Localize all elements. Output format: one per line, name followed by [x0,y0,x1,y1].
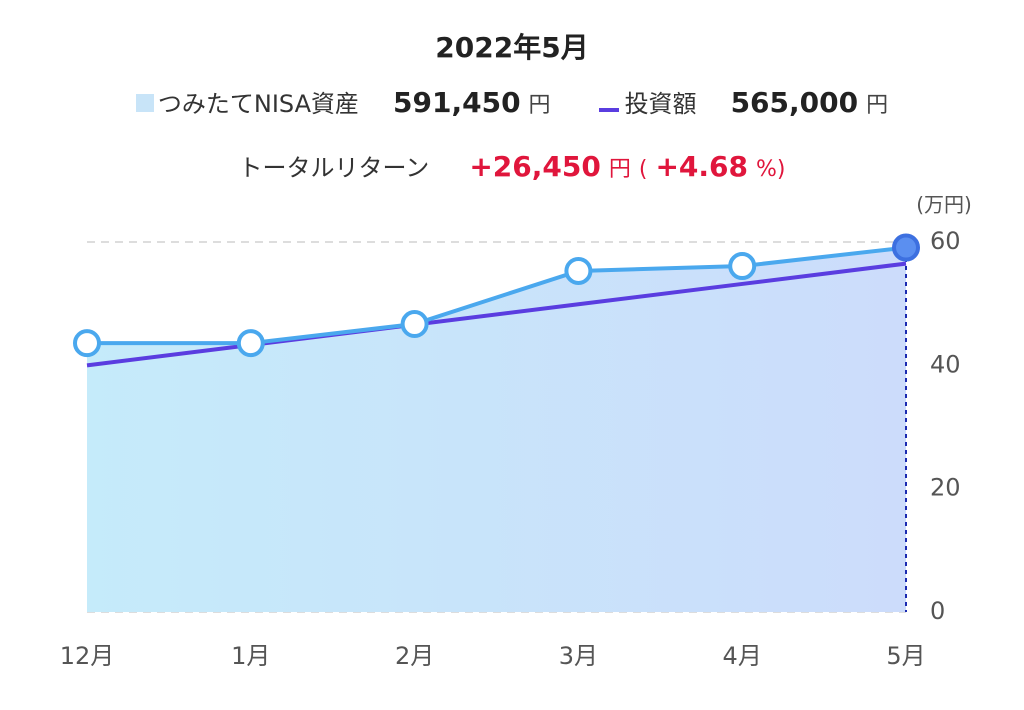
x-tick-label: 5月 [886,642,925,670]
x-tick-label: 4月 [723,642,762,670]
area [87,247,906,613]
point [236,329,265,358]
y-tick-label: 0 [930,597,945,625]
line [86,261,907,368]
y-tick-label: 40 [930,350,961,378]
paren: ( [638,157,648,182]
return-label: トータルリターン [238,154,430,182]
x-tick-label: 1月 [231,642,270,670]
legend: つみたてNISA資産 591,450 円 投資額 565,000 円 [0,84,1024,119]
legend-label: 投資額 [624,90,697,118]
return-pct: +4.68 [655,150,748,183]
x-tick-label: 2月 [395,642,434,670]
point [400,310,429,339]
point [564,256,593,285]
asset-value: 591,450 [393,86,521,119]
return-value: +26,450 [469,150,601,183]
point [73,329,101,358]
x-tick-label: 12月 [60,642,115,670]
title: 2022年5月 [435,31,589,64]
return-row: トータルリターン +26,450 円 ( +4.68 % ) [0,148,1024,183]
y-tick-label: 60 [930,227,961,255]
x-tick-label: 3月 [559,642,598,670]
unit: 円 [528,93,551,118]
legend-swatch [135,94,154,112]
legend-label: つみたてNISA資産 [157,90,360,118]
line [87,245,907,346]
unit: % [755,157,777,182]
y-tick-label: 20 [930,474,961,502]
point [728,252,757,281]
paren: ) [776,157,786,182]
point [892,233,920,262]
y-axis-label: (万円) [916,193,972,217]
legend-swatch [598,108,619,112]
unit: 円 [608,157,631,182]
unit: 円 [866,93,889,118]
invest-value: 565,000 [730,86,859,119]
